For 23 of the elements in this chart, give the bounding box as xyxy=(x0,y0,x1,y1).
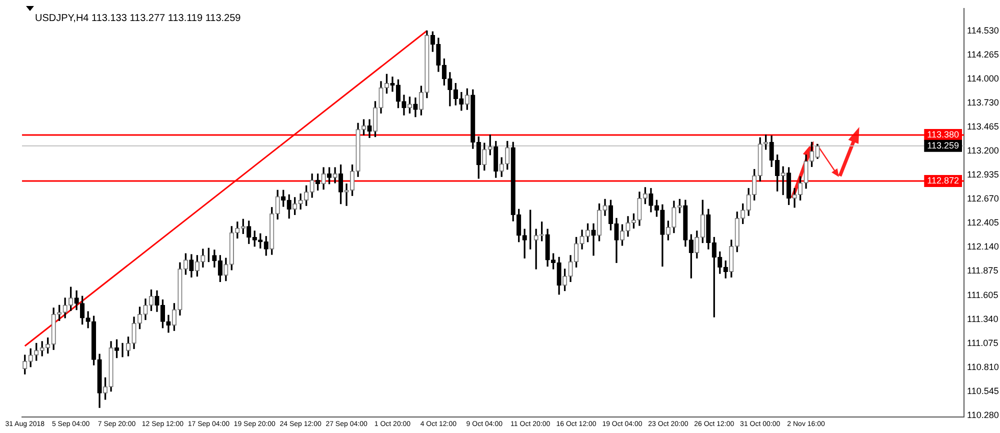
ref-line-label: 113.380 xyxy=(927,129,960,140)
y-tick-label: 110.545 xyxy=(967,386,999,396)
y-tick-label: 113.730 xyxy=(967,98,999,108)
text: USDJPY,H4 113.133 113.277 113.119 113.259 xyxy=(35,13,242,24)
y-tick-label: 112.670 xyxy=(967,194,999,204)
ref-line-label: 112.872 xyxy=(927,175,960,186)
y-tick-label: 111.340 xyxy=(967,314,998,324)
y-tick-label: 113.200 xyxy=(967,146,999,156)
y-tick-label: 114.000 xyxy=(967,73,999,84)
y-tick-label: 113.465 xyxy=(967,122,999,132)
y-tick-label: 110.280 xyxy=(967,410,999,420)
candlestick xyxy=(534,228,538,270)
y-tick-label: 110.810 xyxy=(967,362,999,372)
y-tick-label: 111.075 xyxy=(967,338,998,348)
y-tick-label: 111.605 xyxy=(967,290,998,300)
y-tick-label: 112.935 xyxy=(967,170,999,180)
y-tick-label: 114.530 xyxy=(967,25,999,36)
y-tick-label: 111.875 xyxy=(967,266,998,276)
candlestick xyxy=(591,223,596,256)
y-tick-label: 114.265 xyxy=(967,49,999,60)
y-tick-label: 112.140 xyxy=(967,242,999,252)
ref-line-label: 113.259 xyxy=(927,140,960,150)
y-tick-label: 112.405 xyxy=(967,218,999,228)
